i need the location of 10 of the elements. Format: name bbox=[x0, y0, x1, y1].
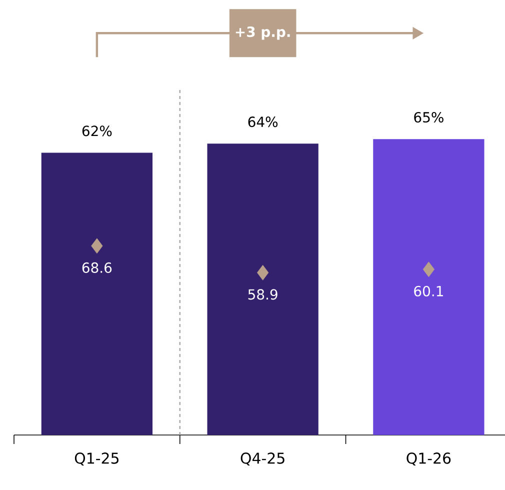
x-tick-label: Q1-25 bbox=[74, 452, 118, 466]
data-label: 68.6 bbox=[82, 262, 112, 273]
data-label: 60.1 bbox=[414, 286, 443, 296]
data-label: 62% bbox=[82, 126, 112, 136]
x-tick-label: Q1-26 bbox=[406, 452, 451, 466]
text: +3 p.p. bbox=[236, 26, 290, 40]
data-label: 64% bbox=[248, 116, 278, 128]
x-tick-label: Q4-25 bbox=[240, 452, 284, 466]
data-label: 58.9 bbox=[248, 289, 278, 300]
data-label: 65% bbox=[414, 112, 444, 123]
